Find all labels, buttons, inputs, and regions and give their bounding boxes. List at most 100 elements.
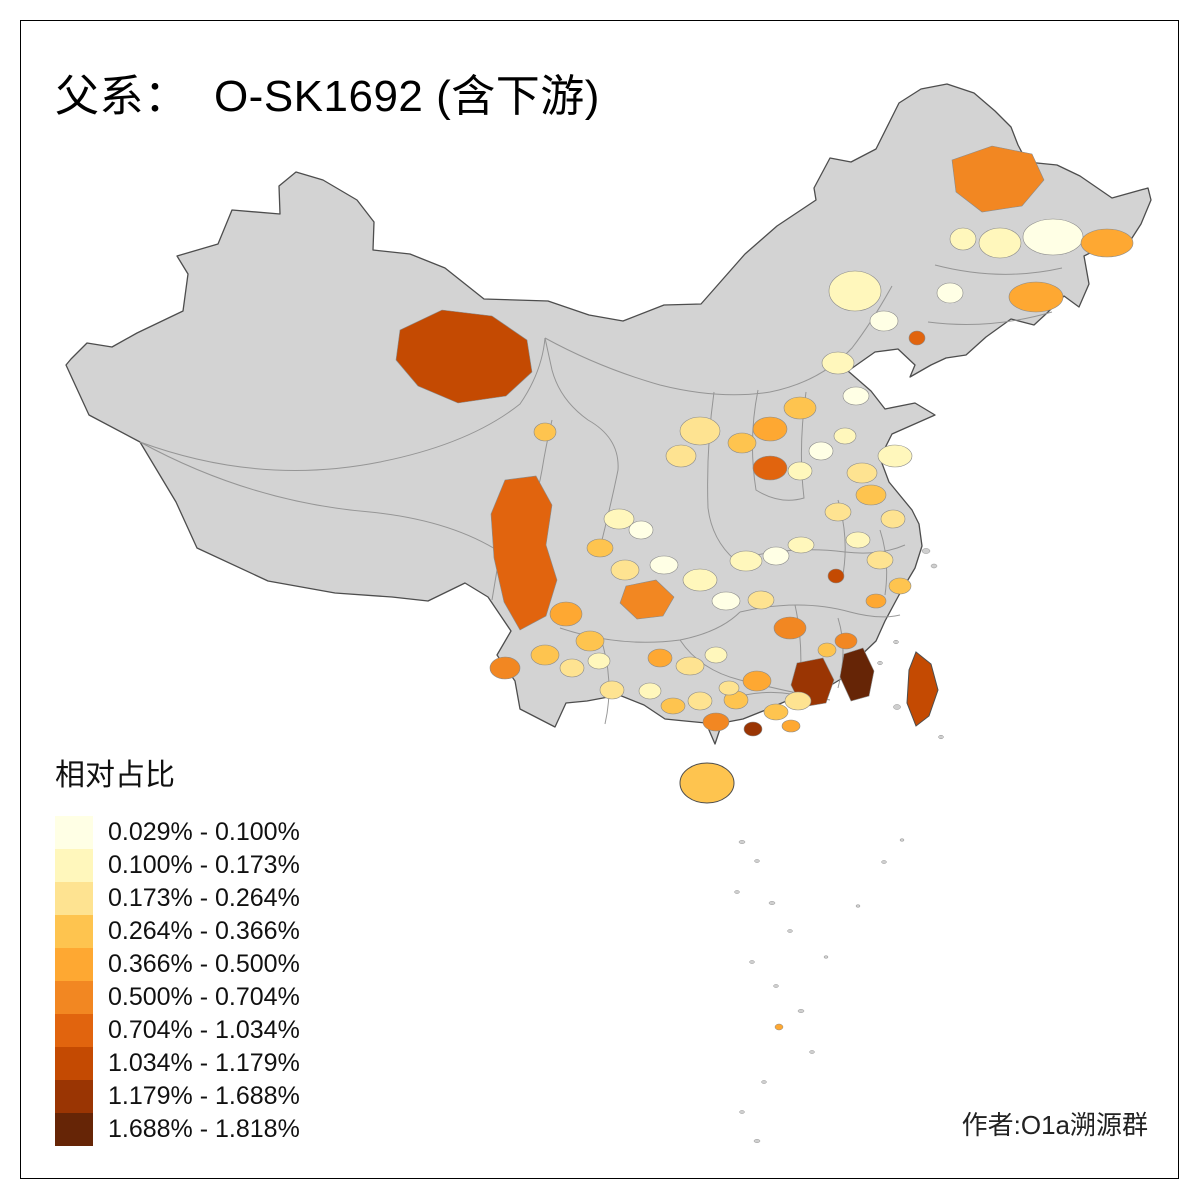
legend-label: 1.034% - 1.179% — [108, 1049, 300, 1077]
legend-label: 0.029% - 0.100% — [108, 818, 300, 846]
islet — [738, 840, 746, 844]
map-region — [845, 531, 871, 549]
legend-title: 相对占比 — [55, 759, 175, 792]
map-region — [610, 559, 640, 581]
map-region — [702, 712, 730, 732]
map-region — [787, 461, 813, 481]
islands — [679, 548, 944, 1143]
map-region — [842, 386, 870, 406]
map-region — [880, 509, 906, 529]
legend-row: 0.264% - 0.366% — [55, 915, 300, 948]
taiwan-island — [906, 651, 939, 727]
legend-label: 0.100% - 0.173% — [108, 851, 300, 879]
map-region — [773, 616, 807, 640]
map-region — [1080, 228, 1134, 258]
islet — [921, 548, 931, 554]
map-region — [729, 550, 763, 572]
colored-islet — [774, 1023, 784, 1031]
map-region — [647, 648, 673, 668]
map-region — [533, 422, 557, 442]
border-line — [544, 285, 893, 396]
map-region — [1008, 281, 1064, 313]
map-region — [978, 227, 1022, 259]
map-region — [587, 652, 611, 670]
map-region — [828, 270, 882, 312]
map-region — [747, 590, 775, 610]
map-region — [1022, 218, 1084, 256]
islet — [753, 1139, 761, 1143]
legend-row: 0.029% - 0.100% — [55, 816, 300, 849]
map-region — [743, 721, 763, 737]
border-line — [139, 441, 501, 601]
islet — [761, 1080, 767, 1084]
map-region — [936, 282, 964, 304]
map-region — [834, 632, 858, 650]
map-region — [783, 396, 817, 420]
legend-row: 0.366% - 0.500% — [55, 948, 300, 981]
map-region — [869, 310, 899, 332]
legend-label: 1.688% - 1.818% — [108, 1115, 300, 1143]
legend-label: 0.500% - 0.704% — [108, 983, 300, 1011]
map-region — [599, 680, 625, 700]
border-line — [751, 389, 807, 501]
legend-row: 1.179% - 1.688% — [55, 1080, 300, 1113]
map-region — [704, 646, 728, 664]
islet — [823, 955, 829, 959]
islet — [893, 639, 899, 645]
map-region — [489, 656, 521, 680]
map-region — [855, 484, 887, 506]
legend: 相对占比 0.029% - 0.100% 0.100% - 0.173% 0.1… — [55, 750, 300, 1146]
border-line — [544, 337, 619, 549]
map-region — [727, 432, 757, 454]
map-region — [839, 647, 875, 702]
map-region — [865, 593, 887, 609]
map-region — [682, 568, 718, 592]
map-region — [949, 227, 977, 251]
map-region — [675, 656, 705, 676]
legend-row: 0.100% - 0.173% — [55, 849, 300, 882]
map-region — [559, 658, 585, 678]
map-region — [718, 680, 740, 696]
legend-label: 0.704% - 1.034% — [108, 1016, 300, 1044]
border-line — [934, 264, 1063, 275]
border-line — [927, 311, 1053, 325]
legend-label: 0.173% - 0.264% — [108, 884, 300, 912]
map-region — [808, 441, 834, 461]
map-region — [549, 601, 583, 627]
map-region — [846, 462, 878, 484]
map-region — [821, 351, 855, 375]
legend-swatch — [55, 915, 93, 948]
legend-swatch — [55, 882, 93, 915]
legend-swatch — [55, 1014, 93, 1047]
page-title: 父系： O-SK1692 (含下游) — [55, 72, 600, 121]
legend-row: 1.688% - 1.818% — [55, 1113, 300, 1146]
islet — [855, 904, 861, 908]
map-region — [649, 555, 679, 575]
attribution-text: 作者:O1a溯源群 — [961, 1110, 1148, 1140]
map-region — [752, 455, 788, 481]
legend-row: 1.034% - 1.179% — [55, 1047, 300, 1080]
map-region — [784, 691, 812, 711]
map-region — [824, 502, 852, 522]
map-region — [888, 577, 912, 595]
map-region — [781, 719, 801, 733]
islet — [734, 890, 740, 894]
map-region — [762, 546, 790, 566]
legend-row: 0.173% - 0.264% — [55, 882, 300, 915]
minor-islets — [734, 548, 944, 1143]
legend-label: 1.179% - 1.688% — [108, 1082, 300, 1110]
legend-swatch — [55, 849, 93, 882]
map-region — [763, 703, 789, 721]
colored-regions — [395, 145, 1134, 737]
map-region — [877, 444, 913, 468]
islet — [930, 563, 938, 569]
islet — [938, 734, 944, 740]
map-region — [660, 697, 686, 715]
map-region — [586, 538, 614, 558]
legend-swatch — [55, 816, 93, 849]
islet — [809, 1050, 815, 1054]
islet — [768, 901, 776, 905]
map-region — [619, 579, 675, 620]
islet — [754, 859, 760, 863]
